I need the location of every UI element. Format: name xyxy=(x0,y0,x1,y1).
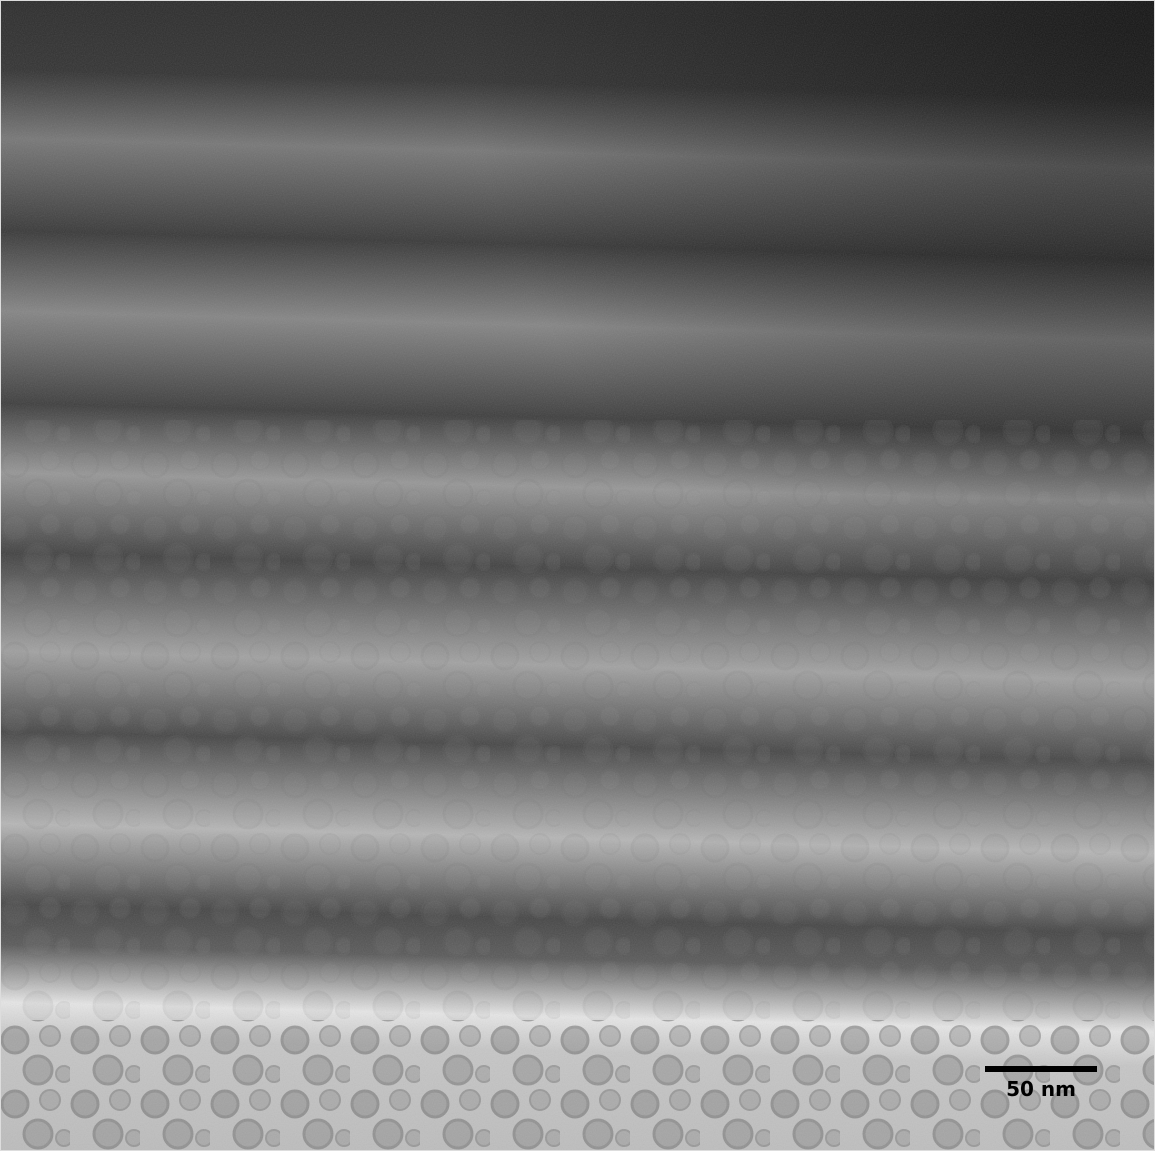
page: 50 nm (() => { const data = JSON.parse(d… xyxy=(0,0,1155,1151)
micrograph: 50 nm xyxy=(0,0,1155,1151)
scale-bar-label: 50 nm xyxy=(1006,1077,1076,1101)
noise xyxy=(0,0,1155,1151)
